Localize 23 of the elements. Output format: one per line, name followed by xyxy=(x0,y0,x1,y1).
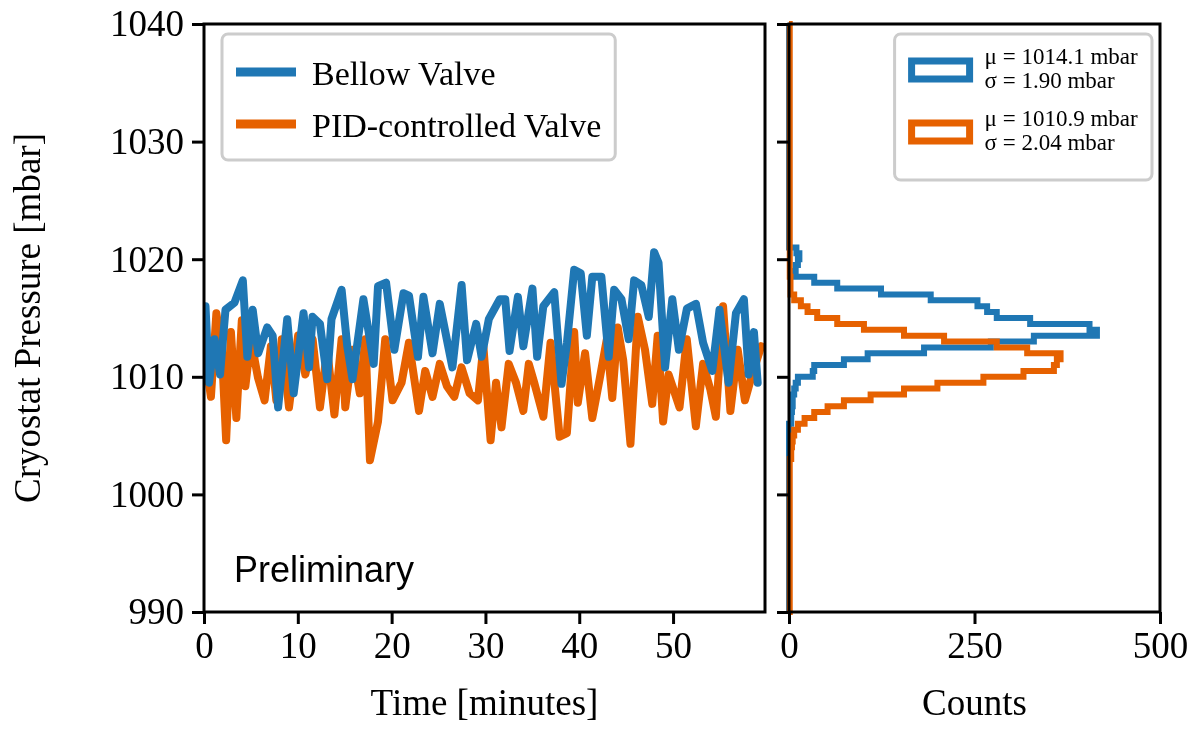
x-axis-title: Counts xyxy=(922,682,1027,723)
y-tick-label: 1020 xyxy=(110,238,184,280)
legend-label: μ = 1014.1 mbar σ = 1.90 mbar xyxy=(984,44,1138,93)
legend-label: PID-controlled Valve xyxy=(312,107,602,144)
x-tick-label: 10 xyxy=(279,625,317,667)
x-tick-label: 250 xyxy=(947,625,1003,667)
y-tick-label: 990 xyxy=(128,591,184,633)
y-tick-label: 1040 xyxy=(110,3,184,45)
y-tick-label: 1030 xyxy=(110,120,184,162)
x-tick-label: 40 xyxy=(561,625,599,667)
y-axis-title: Cryostat Pressure [mbar] xyxy=(7,133,48,503)
y-tick-label: 1010 xyxy=(110,356,184,398)
x-tick-label: 50 xyxy=(655,625,693,667)
x-tick-label: 30 xyxy=(467,625,505,667)
legend-label: μ = 1010.9 mbar σ = 2.04 mbar xyxy=(984,106,1138,155)
x-tick-label: 500 xyxy=(1132,625,1189,667)
x-tick-label: 0 xyxy=(780,625,799,667)
x-axis-title: Time [minutes] xyxy=(370,682,599,723)
y-tick-label: 1000 xyxy=(110,473,184,515)
x-tick-label: 0 xyxy=(195,625,214,667)
legend-label: Bellow Valve xyxy=(312,55,496,92)
x-tick-label: 20 xyxy=(373,625,411,667)
annotation: Preliminary xyxy=(234,549,415,590)
